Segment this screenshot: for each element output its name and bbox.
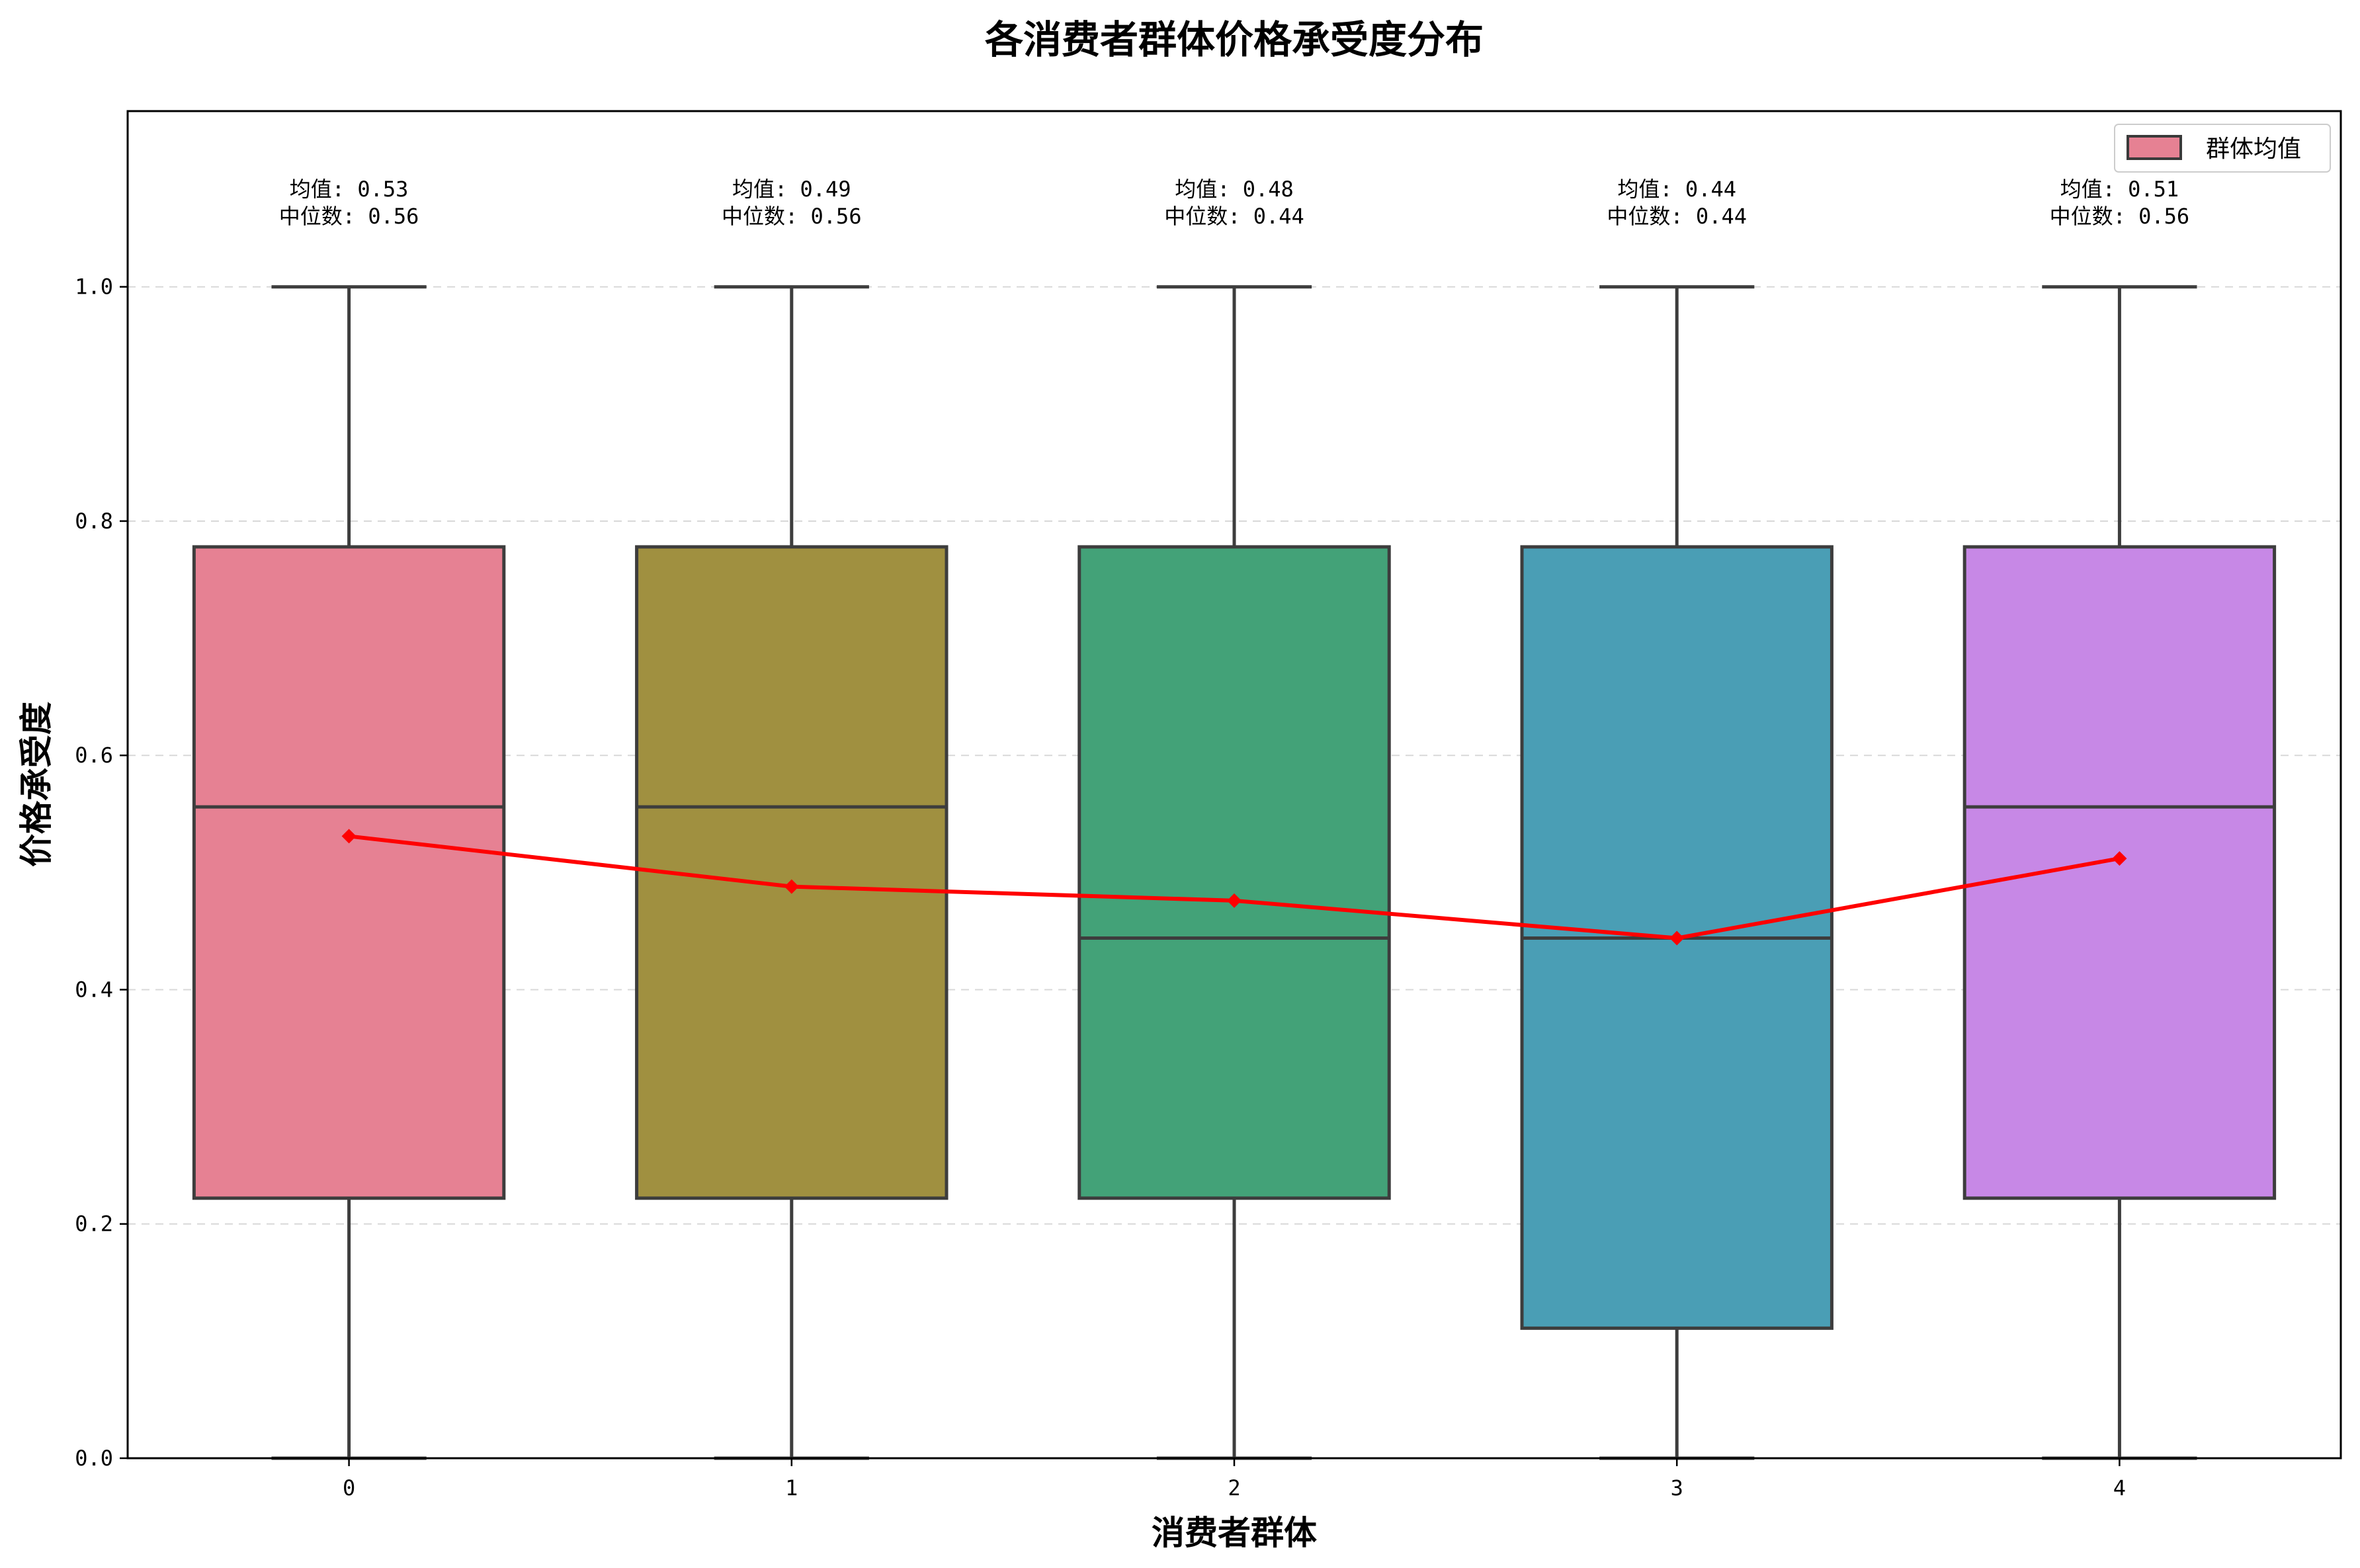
x-tick-label: 2 — [1228, 1475, 1240, 1501]
mean-annotation: 均值: 0.48 — [1175, 177, 1294, 202]
y-axis-ticks: 0.0 0.2 0.4 0.6 0.8 1.0 — [75, 274, 128, 1471]
mean-marker — [1669, 930, 1685, 946]
box-iqr — [192, 545, 506, 1200]
mean-annotation: 均值: 0.51 — [2060, 177, 2179, 202]
median-annotation: 中位数: 0.56 — [722, 204, 862, 229]
box-group-2 — [1077, 285, 1391, 1460]
box-group-4 — [1962, 285, 2277, 1460]
x-axis-label: 消费者群体 — [1152, 1514, 1317, 1552]
box-group-0 — [192, 285, 506, 1460]
median-annotation: 中位数: 0.56 — [2050, 204, 2190, 229]
median-annotation: 中位数: 0.44 — [1164, 204, 1304, 229]
box-group-1 — [635, 285, 948, 1460]
mean-marker — [341, 829, 357, 844]
mean-marker — [1227, 893, 1242, 908]
legend-swatch — [2127, 135, 2182, 160]
y-tick-label: 0.8 — [75, 509, 113, 534]
y-axis-label: 价格承受度 — [17, 702, 56, 867]
legend-label: 群体均值 — [2206, 136, 2301, 163]
box-iqr — [1077, 545, 1391, 1200]
x-tick-label: 4 — [2113, 1475, 2126, 1501]
legend: 群体均值 — [2114, 124, 2331, 173]
y-tick-label: 0.0 — [75, 1446, 113, 1471]
mean-annotation: 均值: 0.44 — [1617, 177, 1736, 202]
y-tick-label: 0.2 — [75, 1212, 113, 1237]
median-annotation: 中位数: 0.56 — [279, 204, 419, 229]
mean-marker — [784, 879, 799, 894]
mean-annotation: 均值: 0.53 — [290, 177, 409, 202]
box-iqr — [1962, 545, 2277, 1200]
median-annotation: 中位数: 0.44 — [1607, 204, 1747, 229]
x-axis-ticks: 0 1 2 3 4 — [343, 1458, 2126, 1501]
x-tick-label: 0 — [343, 1475, 355, 1501]
mean-marker — [2112, 851, 2127, 866]
chart-title: 各消费者群体价格承受度分布 — [985, 17, 1484, 62]
box-iqr — [635, 545, 948, 1200]
x-tick-label: 3 — [1671, 1475, 1683, 1501]
y-tick-label: 0.4 — [75, 977, 113, 1002]
x-tick-label: 1 — [785, 1475, 798, 1501]
mean-annotation: 均值: 0.49 — [732, 177, 851, 202]
y-tick-label: 1.0 — [75, 274, 113, 300]
boxes-group — [192, 285, 2277, 1460]
mean-line-group — [341, 829, 2127, 946]
y-tick-label: 0.6 — [75, 743, 113, 768]
